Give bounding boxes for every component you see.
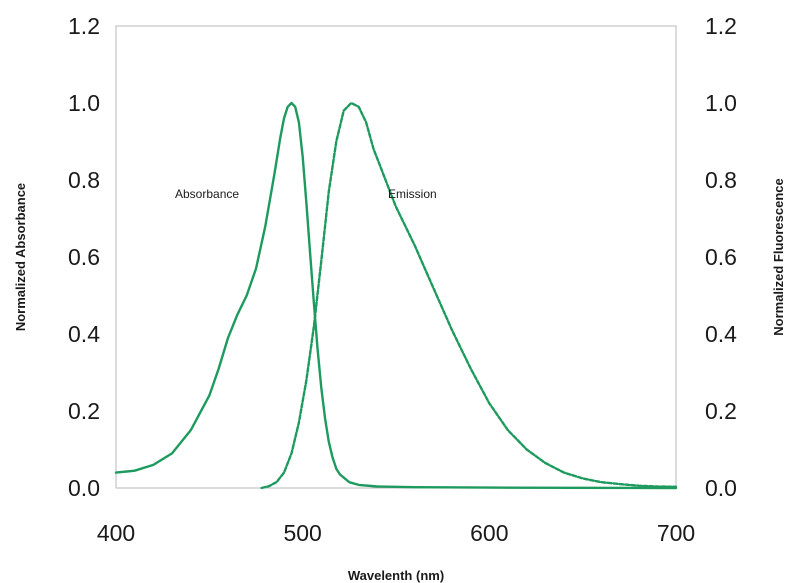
- y-right-tick-label: 0.8: [705, 167, 737, 193]
- y-left-tick-label: 0.2: [68, 398, 100, 424]
- x-axis-ticks: 400 500 600 700: [97, 520, 695, 546]
- y-left-tick-label: 0.8: [68, 167, 100, 193]
- y-left-tick-label: 0.6: [68, 244, 100, 270]
- y-axis-right-ticks: 0.0 0.2 0.4 0.6 0.8 1.0 1.2: [705, 13, 737, 501]
- y-right-tick-label: 1.2: [705, 13, 737, 39]
- y-axis-left-title: Normalized Absorbance: [13, 183, 28, 331]
- y-axis-right-title: Normalized Fluorescence: [771, 178, 786, 336]
- y-left-tick-label: 1.2: [68, 13, 100, 39]
- x-tick-label: 400: [97, 520, 135, 546]
- y-left-tick-label: 0.0: [68, 475, 100, 501]
- y-right-tick-label: 0.0: [705, 475, 737, 501]
- y-left-tick-label: 1.0: [68, 90, 100, 116]
- series-group: [114, 101, 678, 490]
- annotation-emission: Emission: [388, 187, 437, 201]
- x-tick-label: 700: [657, 520, 695, 546]
- series-line-absorbance: [114, 101, 678, 490]
- x-axis-title: Wavelenth (nm): [348, 568, 444, 583]
- y-right-tick-label: 0.2: [705, 398, 737, 424]
- annotation-absorbance: Absorbance: [175, 187, 239, 201]
- series-line-emission: [260, 101, 678, 490]
- y-left-tick-label: 0.4: [68, 321, 100, 347]
- y-right-tick-label: 0.4: [705, 321, 737, 347]
- y-right-tick-label: 0.6: [705, 244, 737, 270]
- plot-frame: [115, 25, 677, 489]
- y-axis-left-ticks: 0.0 0.2 0.4 0.6 0.8 1.0 1.2: [68, 13, 100, 501]
- x-tick-label: 600: [470, 520, 508, 546]
- y-right-tick-label: 1.0: [705, 90, 737, 116]
- x-tick-label: 500: [283, 520, 321, 546]
